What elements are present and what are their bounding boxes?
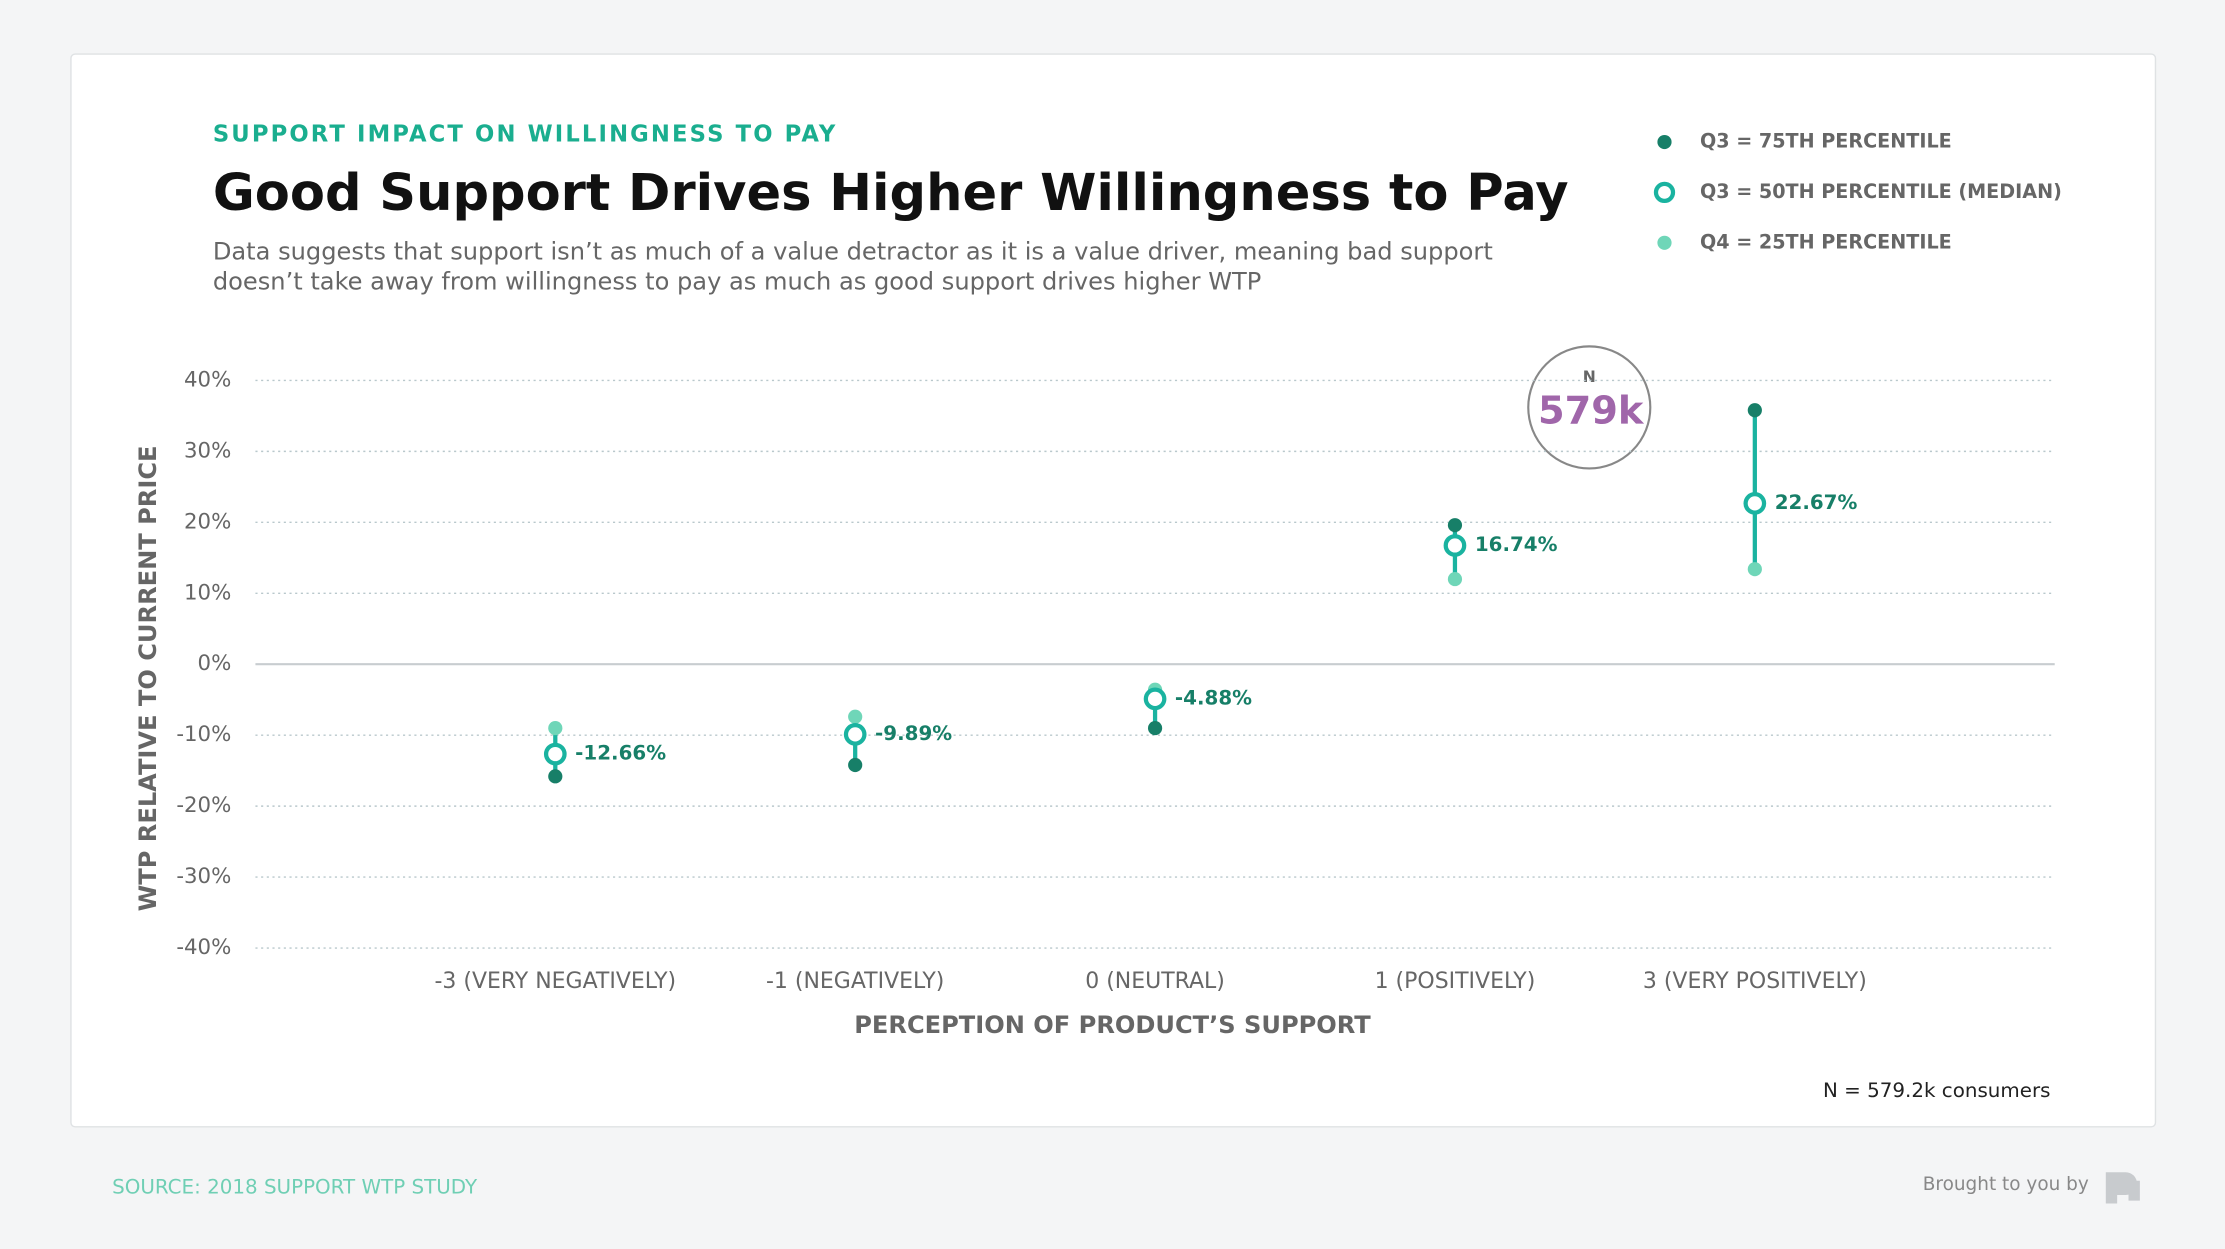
q25-dot [1447,571,1463,587]
q75-dot [1447,518,1463,533]
y-tick-label: -20% [176,793,231,818]
source: SOURCE: 2018 SUPPORT WTP STUDY [112,1175,478,1198]
x-tick-label: -1 (NEGATIVELY) [766,969,944,994]
data-label: -12.66% [575,742,666,765]
y-tick-label: 30% [184,438,231,463]
median-dot [1443,534,1467,557]
legend-marker [1657,134,1672,150]
legend-label: Q4 = 25TH PERCENTILE [1700,230,1952,253]
badge [1527,345,1652,470]
q75-dot [848,757,863,773]
chart-title: Good Support Drives Higher Willingness t… [213,164,1569,223]
y-tick-label: 10% [184,580,231,605]
data-label: 16.74% [1475,533,1558,556]
description: Data suggests that support isn’t as much… [213,238,1493,266]
legend-marker [1653,181,1676,204]
legend-label: Q3 = 75TH PERCENTILE [1700,130,1952,153]
q25-dot [548,720,563,736]
x-tick-label: 1 (POSITIVELY) [1375,969,1536,994]
x-tick-label: 0 (NEUTRAL) [1085,969,1225,994]
y-tick-label: -10% [176,722,231,747]
legend-marker [1657,235,1672,250]
median-dot [543,742,567,766]
data-label: -4.88% [1175,686,1252,709]
logo [2105,1172,2140,1204]
median-dot [843,723,867,746]
y-tick-label: 20% [184,509,231,534]
x-tick-label: 3 (VERY POSITIVELY) [1643,969,1867,994]
badge-label: N [1583,368,1596,386]
q75-dot [548,769,563,784]
eyebrow: SUPPORT IMPACT ON WILLINGNESS TO PAY [213,121,838,147]
footnote: N = 579.2k consumers [1823,1079,2050,1102]
data-label: 22.67% [1775,491,1858,514]
median-dot [1143,687,1167,711]
x-tick-label: -3 (VERY NEGATIVELY) [435,969,677,994]
legend-label: Q3 = 50TH PERCENTILE (MEDIAN) [1700,180,2062,203]
x-axis-label: PERCEPTION OF PRODUCT’S SUPPORT [854,1011,1371,1039]
credit: Brought to you by [1923,1174,2089,1195]
data-label: -9.89% [875,722,952,745]
y-tick-label: -40% [176,935,231,960]
y-tick-label: 0% [198,651,232,676]
badge-value: 579k [1538,389,1645,434]
q75-dot [1147,720,1163,736]
median-dot [1743,492,1767,515]
card [70,53,2157,1128]
q75-dot [1747,403,1762,418]
q25-dot [1747,562,1762,577]
y-axis-label: WTP RELATIVE TO CURRENT PRICE [134,446,162,912]
y-tick-label: 40% [184,367,231,392]
q25-dot [848,709,863,724]
y-tick-label: -30% [176,864,231,889]
description: doesn’t take away from willingness to pa… [213,268,1261,296]
